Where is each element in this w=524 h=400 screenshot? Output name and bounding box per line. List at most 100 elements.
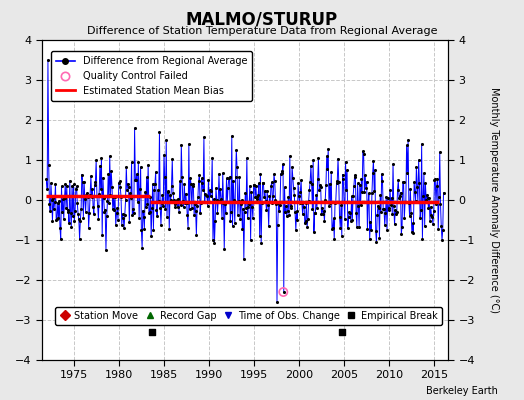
- Point: [156, 204, 165, 211]
- Point: [210, 196, 218, 203]
- Point: [239, 256, 248, 262]
- Point: [159, 203, 167, 210]
- Point: [380, 205, 388, 212]
- Point: [319, 210, 327, 217]
- Point: [406, 213, 414, 220]
- Point: [426, 218, 434, 224]
- Point: [125, 219, 134, 225]
- Point: [200, 134, 208, 140]
- Point: [215, 198, 224, 204]
- Point: [53, 216, 61, 222]
- Point: [148, 329, 157, 335]
- Point: [274, 199, 282, 206]
- Point: [167, 197, 175, 203]
- Point: [439, 227, 447, 233]
- Point: [129, 205, 137, 212]
- Point: [202, 192, 210, 198]
- Point: [421, 180, 430, 187]
- Point: [218, 215, 226, 221]
- Point: [69, 212, 77, 219]
- Point: [234, 212, 242, 218]
- Point: [370, 188, 378, 194]
- Point: [365, 190, 373, 196]
- Point: [206, 193, 215, 200]
- Point: [391, 207, 399, 213]
- Point: [398, 224, 406, 230]
- Point: [53, 199, 62, 206]
- Point: [95, 191, 103, 197]
- Point: [246, 183, 254, 189]
- Point: [420, 170, 428, 176]
- Point: [195, 172, 204, 178]
- Point: [51, 181, 60, 187]
- Point: [400, 215, 409, 222]
- Point: [123, 187, 131, 194]
- Point: [173, 204, 182, 210]
- Point: [382, 194, 390, 200]
- Point: [50, 206, 58, 212]
- Point: [105, 153, 114, 159]
- Point: [224, 185, 232, 191]
- Point: [183, 212, 192, 218]
- Point: [149, 226, 158, 233]
- Point: [124, 184, 133, 190]
- Point: [263, 188, 271, 194]
- Point: [357, 176, 366, 183]
- Point: [434, 226, 442, 232]
- Point: [211, 218, 220, 224]
- Point: [249, 182, 258, 188]
- Point: [177, 202, 185, 209]
- Point: [91, 182, 99, 188]
- Point: [187, 181, 195, 188]
- Point: [250, 182, 258, 188]
- Point: [146, 209, 154, 216]
- Point: [408, 229, 416, 235]
- Point: [270, 178, 279, 185]
- Point: [153, 213, 161, 220]
- Point: [268, 200, 277, 206]
- Point: [158, 200, 166, 206]
- Point: [117, 222, 126, 228]
- Point: [171, 204, 179, 210]
- Point: [138, 245, 146, 251]
- Point: [82, 192, 91, 199]
- Point: [279, 161, 287, 167]
- Point: [363, 178, 371, 185]
- Point: [179, 204, 188, 210]
- Point: [431, 176, 440, 182]
- Text: MALMO/STURUP: MALMO/STURUP: [186, 10, 338, 28]
- Point: [198, 180, 206, 186]
- Point: [158, 192, 167, 198]
- Point: [372, 228, 380, 234]
- Point: [420, 223, 429, 229]
- Point: [61, 181, 70, 187]
- Point: [281, 209, 289, 215]
- Point: [407, 210, 416, 216]
- Point: [184, 224, 192, 231]
- Point: [203, 203, 212, 210]
- Point: [118, 211, 127, 217]
- Point: [315, 186, 323, 193]
- Point: [91, 179, 100, 185]
- Point: [298, 199, 306, 206]
- Point: [261, 188, 269, 194]
- Point: [194, 194, 202, 201]
- Point: [320, 208, 328, 214]
- Point: [341, 158, 350, 165]
- Point: [227, 209, 235, 216]
- Point: [355, 224, 363, 231]
- Point: [48, 218, 57, 224]
- Point: [94, 216, 103, 222]
- Point: [146, 194, 155, 200]
- Point: [79, 179, 87, 185]
- Point: [399, 179, 408, 185]
- Point: [70, 218, 79, 224]
- Point: [132, 177, 140, 183]
- Point: [161, 206, 170, 212]
- Point: [375, 235, 384, 241]
- Point: [333, 178, 342, 185]
- Point: [163, 214, 171, 220]
- Point: [49, 194, 58, 201]
- Point: [141, 204, 150, 210]
- Point: [134, 199, 142, 206]
